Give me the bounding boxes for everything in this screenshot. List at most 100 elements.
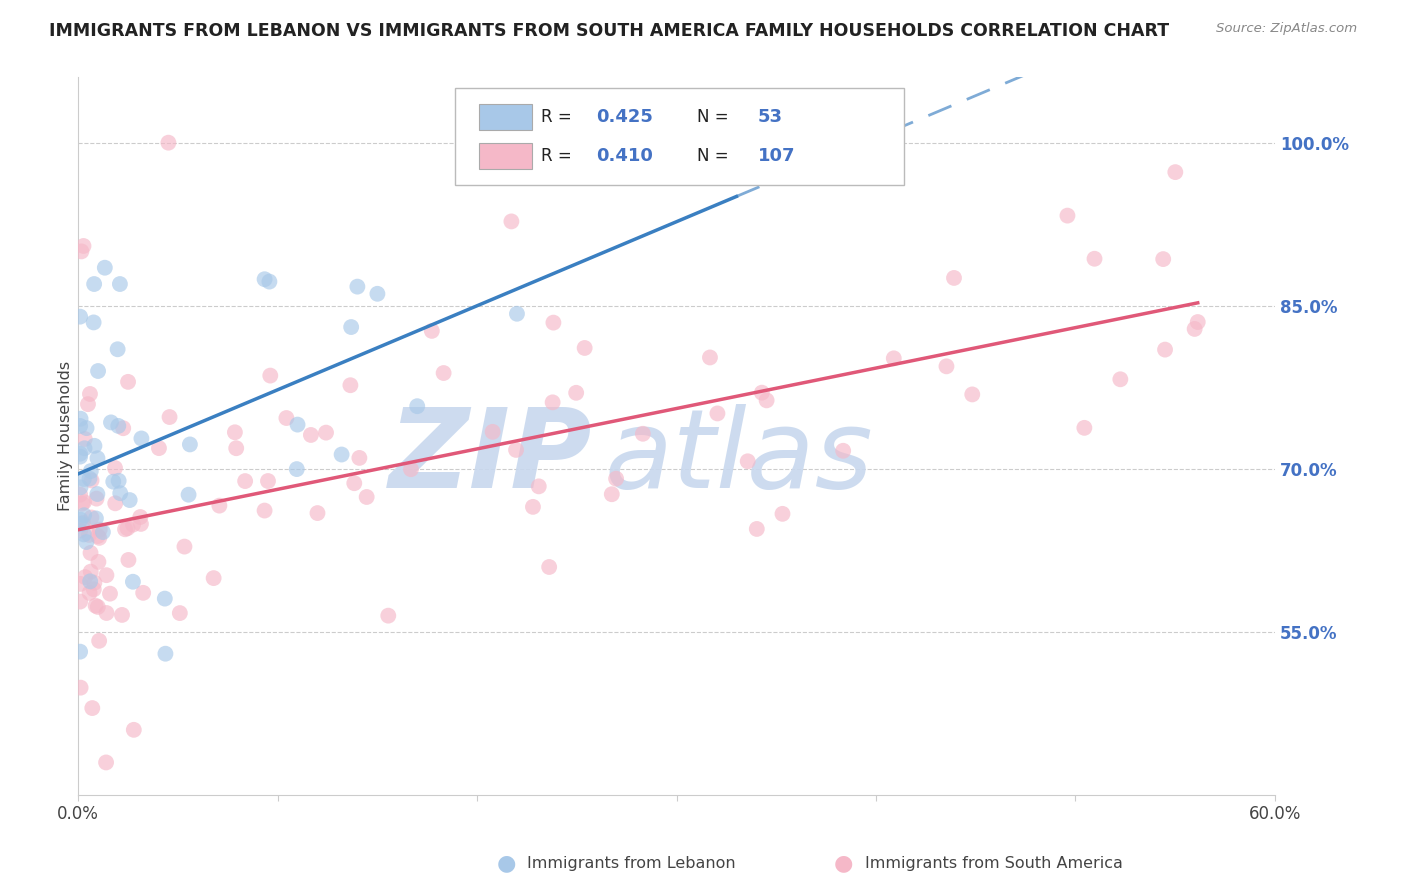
Point — [76, 421, 98, 435]
Point — [751, 385, 773, 400]
Point — [69, 487, 91, 501]
Point — [69, 577, 91, 591]
Y-axis label: Family Households: Family Households — [58, 361, 73, 511]
Point — [173, 540, 195, 554]
Text: Immigrants from South America: Immigrants from South America — [865, 856, 1122, 871]
Point — [631, 426, 654, 441]
Point — [224, 425, 246, 440]
Point — [259, 275, 281, 289]
Text: ●: ● — [834, 854, 853, 873]
Point — [935, 359, 957, 374]
Point — [225, 441, 247, 455]
Point — [346, 279, 368, 293]
Point — [481, 425, 503, 439]
Text: R =: R = — [541, 108, 578, 126]
Point — [1152, 252, 1174, 266]
Point — [82, 701, 104, 715]
Point — [1184, 322, 1206, 336]
Point — [706, 406, 728, 420]
Point — [131, 432, 153, 446]
Point — [1154, 343, 1177, 357]
Point — [69, 419, 91, 434]
Point — [80, 464, 103, 478]
Point — [87, 599, 110, 614]
Point — [94, 756, 117, 770]
Point — [538, 560, 561, 574]
Point — [79, 472, 101, 486]
Point — [315, 425, 337, 440]
Point — [169, 606, 191, 620]
Point — [83, 315, 105, 329]
Point — [202, 571, 225, 585]
Point — [1073, 421, 1095, 435]
Point — [737, 454, 759, 468]
Point — [84, 511, 107, 525]
Point — [366, 286, 388, 301]
Text: ZIP: ZIP — [389, 404, 593, 511]
Point — [84, 599, 107, 613]
Point — [340, 320, 363, 334]
Point — [1187, 315, 1209, 329]
Point — [132, 586, 155, 600]
Point — [259, 368, 281, 383]
Point — [330, 448, 353, 462]
Point — [962, 387, 984, 401]
Point — [77, 528, 100, 542]
Point — [377, 608, 399, 623]
Point — [69, 524, 91, 538]
Point — [69, 310, 91, 324]
Point — [73, 495, 96, 509]
Point — [73, 570, 96, 584]
Point — [104, 461, 127, 475]
Point — [129, 510, 152, 524]
Text: atlas: atlas — [605, 404, 873, 511]
Point — [1109, 372, 1132, 386]
Text: Source: ZipAtlas.com: Source: ZipAtlas.com — [1216, 22, 1357, 36]
Point — [772, 507, 794, 521]
Point — [157, 136, 180, 150]
Point — [83, 439, 105, 453]
Text: ●: ● — [496, 854, 516, 873]
Point — [527, 479, 550, 493]
Point — [755, 393, 778, 408]
Point — [107, 343, 129, 357]
Point — [89, 633, 111, 648]
Point — [96, 606, 118, 620]
Point — [86, 451, 108, 466]
Point — [83, 575, 105, 590]
Point — [73, 472, 96, 486]
Point — [94, 260, 117, 275]
Point — [87, 529, 110, 543]
Point — [276, 411, 298, 425]
Point — [699, 351, 721, 365]
Point — [565, 385, 588, 400]
Point — [349, 450, 371, 465]
Point — [600, 487, 623, 501]
Point — [1164, 165, 1187, 179]
FancyBboxPatch shape — [479, 144, 531, 169]
Point — [114, 522, 136, 536]
Point — [287, 417, 309, 432]
Point — [399, 462, 422, 476]
Point — [122, 574, 145, 589]
Point — [148, 441, 170, 455]
Point — [70, 497, 93, 511]
Point — [75, 535, 97, 549]
Point — [343, 476, 366, 491]
Point — [107, 474, 129, 488]
Point — [72, 516, 94, 530]
Point — [356, 490, 378, 504]
Point — [253, 503, 276, 517]
Point — [89, 523, 111, 537]
Point — [107, 418, 129, 433]
Text: Immigrants from Lebanon: Immigrants from Lebanon — [527, 856, 735, 871]
Point — [117, 375, 139, 389]
Point — [943, 271, 966, 285]
Text: 53: 53 — [758, 108, 783, 126]
Point — [153, 591, 176, 606]
Point — [70, 244, 93, 259]
Point — [233, 474, 256, 488]
Point — [117, 553, 139, 567]
Point — [73, 508, 96, 523]
Text: N =: N = — [697, 147, 734, 165]
